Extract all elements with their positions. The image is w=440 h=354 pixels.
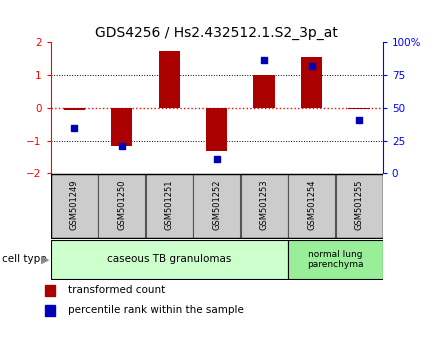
Title: GDS4256 / Hs2.432512.1.S2_3p_at: GDS4256 / Hs2.432512.1.S2_3p_at [95, 26, 338, 40]
Bar [206, 108, 227, 150]
FancyBboxPatch shape [288, 174, 335, 238]
FancyBboxPatch shape [98, 174, 145, 238]
Point [356, 118, 363, 123]
Text: GSM501249: GSM501249 [70, 179, 79, 230]
Bar [348, 108, 370, 109]
FancyBboxPatch shape [146, 174, 193, 238]
Text: GSM501253: GSM501253 [260, 179, 269, 230]
Bar [301, 57, 322, 108]
Text: GSM501251: GSM501251 [165, 179, 174, 230]
FancyBboxPatch shape [51, 174, 98, 238]
Text: normal lung
parenchyma: normal lung parenchyma [307, 250, 363, 269]
Text: ▶: ▶ [41, 254, 49, 264]
FancyBboxPatch shape [51, 240, 288, 279]
Text: GSM501250: GSM501250 [117, 179, 126, 230]
Point [118, 143, 125, 148]
Bar [64, 108, 85, 110]
Text: transformed count: transformed count [68, 285, 165, 295]
Text: cell type: cell type [2, 254, 47, 264]
Bar [45, 285, 55, 296]
Text: GSM501255: GSM501255 [355, 179, 363, 230]
FancyBboxPatch shape [193, 174, 240, 238]
Text: percentile rank within the sample: percentile rank within the sample [68, 305, 244, 315]
Text: caseous TB granulomas: caseous TB granulomas [107, 254, 231, 264]
FancyBboxPatch shape [336, 174, 382, 238]
FancyBboxPatch shape [288, 240, 382, 279]
Text: GSM501254: GSM501254 [307, 179, 316, 230]
Text: GSM501252: GSM501252 [212, 179, 221, 230]
Bar [253, 75, 275, 108]
Point [260, 58, 268, 63]
FancyBboxPatch shape [241, 174, 288, 238]
Bar [45, 305, 55, 316]
Bar [111, 108, 132, 145]
Bar [158, 51, 180, 108]
Point [71, 125, 78, 131]
Point [213, 156, 220, 161]
Point [308, 63, 315, 69]
